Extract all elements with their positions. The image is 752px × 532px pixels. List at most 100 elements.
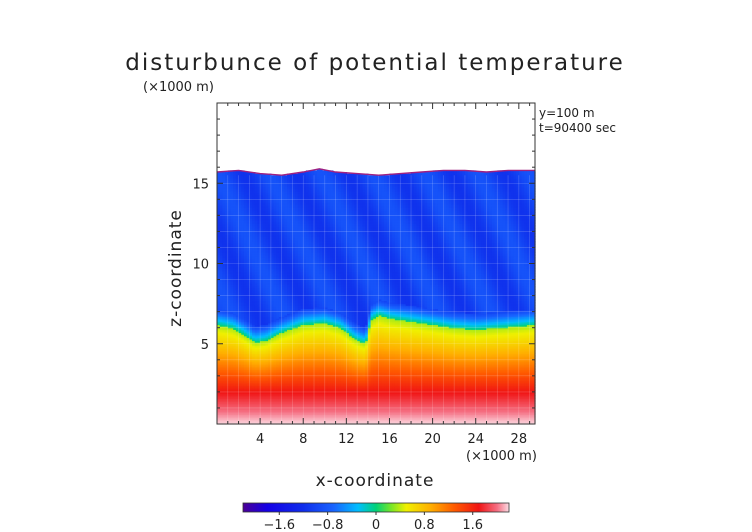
heatmap-cell bbox=[230, 216, 234, 220]
heatmap-cell bbox=[227, 241, 232, 244]
heatmap-cell bbox=[233, 356, 237, 359]
heatmap-cell bbox=[235, 170, 240, 173]
heatmap-cell bbox=[225, 310, 229, 313]
heatmap-cell bbox=[243, 385, 248, 388]
heatmap-cell bbox=[233, 298, 237, 302]
heatmap-cell bbox=[249, 406, 253, 409]
heatmap-cell bbox=[268, 396, 272, 399]
heatmap-cell bbox=[246, 358, 250, 361]
heatmap-cell bbox=[262, 189, 267, 192]
heatmap-cell bbox=[241, 244, 245, 247]
heatmap-cell bbox=[257, 415, 261, 419]
heatmap-cell bbox=[246, 298, 250, 302]
heatmap-cell bbox=[233, 327, 237, 330]
heatmap-cell bbox=[238, 252, 242, 255]
heatmap-cell bbox=[238, 375, 242, 379]
heatmap-cell bbox=[241, 292, 245, 295]
heatmap-cell bbox=[235, 390, 240, 393]
heatmap-cell bbox=[238, 268, 242, 271]
heatmap-cell bbox=[233, 247, 237, 250]
heatmap-cell bbox=[252, 183, 256, 186]
heatmap-cell bbox=[249, 229, 253, 232]
heatmap-cell bbox=[257, 419, 261, 422]
heatmap-cell bbox=[217, 223, 221, 226]
heatmap-cell bbox=[222, 260, 226, 263]
heatmap-cell bbox=[260, 289, 264, 292]
heatmap-cell bbox=[243, 231, 248, 234]
heatmap-cell bbox=[235, 414, 240, 417]
heatmap-cell bbox=[227, 302, 232, 305]
heatmap-cell bbox=[225, 371, 229, 374]
heatmap-cell bbox=[222, 398, 226, 401]
heatmap-cell bbox=[262, 205, 267, 208]
heatmap-cell bbox=[270, 260, 275, 263]
heatmap-cell bbox=[225, 369, 229, 372]
heatmap-cell bbox=[249, 359, 253, 362]
heatmap-cell bbox=[268, 412, 272, 415]
heatmap-cell bbox=[227, 271, 232, 274]
heatmap-cell bbox=[265, 391, 269, 395]
heatmap-cell bbox=[257, 387, 261, 390]
heatmap-cell bbox=[243, 391, 248, 395]
heatmap-cell bbox=[233, 399, 237, 403]
heatmap-cell bbox=[217, 314, 221, 318]
heatmap-cell bbox=[257, 188, 261, 191]
heatmap-cell bbox=[257, 358, 261, 361]
heatmap-cell bbox=[217, 338, 221, 342]
heatmap-cell bbox=[227, 398, 232, 401]
heatmap-cell bbox=[270, 396, 275, 399]
heatmap-cell bbox=[235, 290, 240, 293]
heatmap-cell bbox=[268, 404, 272, 407]
heatmap-cell bbox=[257, 221, 261, 224]
heatmap-cell bbox=[270, 263, 275, 266]
heatmap-cell bbox=[265, 242, 269, 245]
heatmap-cell bbox=[260, 401, 264, 404]
heatmap-cell bbox=[249, 216, 253, 220]
heatmap-cell bbox=[254, 282, 259, 285]
heatmap-cell bbox=[241, 250, 245, 253]
heatmap-cell bbox=[230, 390, 234, 393]
heatmap-cell bbox=[246, 371, 250, 374]
heatmap-cell bbox=[230, 210, 234, 213]
heatmap-cell bbox=[257, 313, 261, 316]
heatmap-cell bbox=[249, 172, 253, 175]
heatmap-cell bbox=[227, 329, 232, 332]
heatmap-cell bbox=[252, 229, 256, 232]
heatmap-cell bbox=[219, 188, 223, 191]
heatmap-cell bbox=[222, 205, 226, 208]
heatmap-cell bbox=[227, 221, 232, 224]
heatmap-cell bbox=[217, 371, 221, 374]
heatmap-cell bbox=[225, 356, 229, 359]
heatmap-cell bbox=[227, 263, 232, 266]
heatmap-cell bbox=[254, 363, 259, 366]
heatmap-cell bbox=[254, 285, 259, 289]
heatmap-cell bbox=[238, 276, 242, 279]
heatmap-cell bbox=[219, 200, 223, 204]
heatmap-cell bbox=[257, 290, 261, 293]
heatmap-cell bbox=[230, 229, 234, 232]
heatmap-cell bbox=[265, 276, 269, 279]
heatmap-cell bbox=[222, 321, 226, 324]
heatmap-cell bbox=[262, 388, 267, 391]
heatmap-cell bbox=[243, 239, 248, 242]
heatmap-cell bbox=[225, 350, 229, 353]
heatmap-cell bbox=[246, 367, 250, 371]
heatmap-cell bbox=[217, 412, 221, 415]
heatmap-cell bbox=[254, 292, 259, 295]
heatmap-cell bbox=[257, 237, 261, 241]
heatmap-cell bbox=[252, 310, 256, 313]
heatmap-cell bbox=[219, 314, 223, 318]
heatmap-cell bbox=[249, 284, 253, 287]
heatmap-cell bbox=[262, 176, 267, 180]
heatmap-cell bbox=[235, 329, 240, 332]
heatmap-cell bbox=[222, 184, 226, 188]
heatmap-cell bbox=[241, 295, 245, 298]
heatmap-cell bbox=[270, 245, 275, 249]
heatmap-cell bbox=[262, 366, 267, 369]
heatmap-cell bbox=[268, 257, 272, 260]
heatmap-cell bbox=[230, 361, 234, 364]
heatmap-cell bbox=[241, 258, 245, 261]
heatmap-cell bbox=[241, 393, 245, 396]
heatmap-cell bbox=[235, 306, 240, 310]
heatmap-cell bbox=[254, 396, 259, 399]
